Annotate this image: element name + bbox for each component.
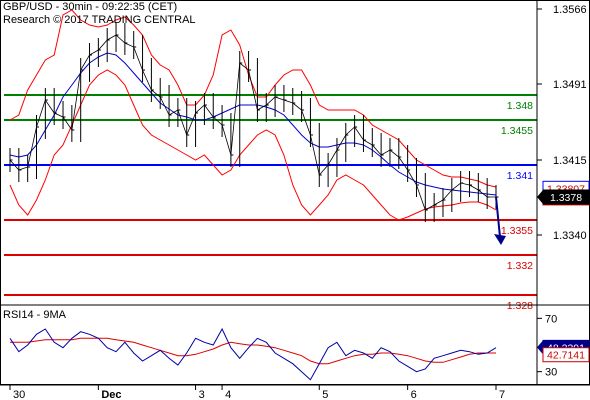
level-label-4: 1.332 [507,260,533,272]
rsi-panel [9,327,497,381]
chart-header-copyright: Research © 2017 TRADING CENTRAL [3,14,196,26]
price-tick-label-2: 1.3415 [553,155,587,167]
price-tick-label-3: 1.3340 [553,230,587,242]
forecast-arrow-head [494,234,506,245]
time-tick-label-6: 7 [499,389,505,400]
level-label-1: 1.3455 [501,125,533,137]
chart-header-title: GBP/USD - 30min - 09:22:35 (CET) [3,1,178,13]
level-label-5: 1.328 [507,300,533,312]
bollinger-upper-line [9,9,497,188]
rsi-box-label-1: 42.7141 [547,350,585,362]
price-panel: 1.348 1.3455 1.341 1.3355 1.332 1.328 [0,0,590,385]
level-label-2: 1.341 [507,170,533,182]
rsi-tick-label-0: 70 [545,313,557,325]
rsi-tick-label-1: 30 [545,367,557,379]
price-line [9,34,496,211]
chart-frame [0,0,590,385]
time-tick-label-3: 4 [225,389,231,400]
price-tick-label-0: 1.3566 [553,4,587,16]
price-tick-label-1: 1.3491 [553,79,587,91]
time-tick-label-5: 6 [411,389,417,400]
moving-average-line [9,52,497,196]
price-box-label-2: 1.3378 [550,192,582,204]
rsi-box-pointer-0 [537,340,543,355]
forecast-arrow-line [495,196,501,238]
price-box-2 [542,189,590,205]
level-label-3: 1.3355 [501,225,533,237]
rsi-line [9,327,497,381]
bollinger-lower-line [9,69,497,221]
rsi-panel-title: RSI14 - 9MA [3,309,66,321]
rsi-box-1 [542,347,590,363]
time-tick-label-2: 3 [199,389,205,400]
level-label-0: 1.348 [507,100,533,112]
time-tick-label-0: 30 [13,389,25,400]
rsi-ma-line [10,337,496,365]
time-tick-label-4: 5 [322,389,328,400]
price-box-pointer-2 [537,190,543,204]
time-tick-label-1: Dec [101,389,121,400]
